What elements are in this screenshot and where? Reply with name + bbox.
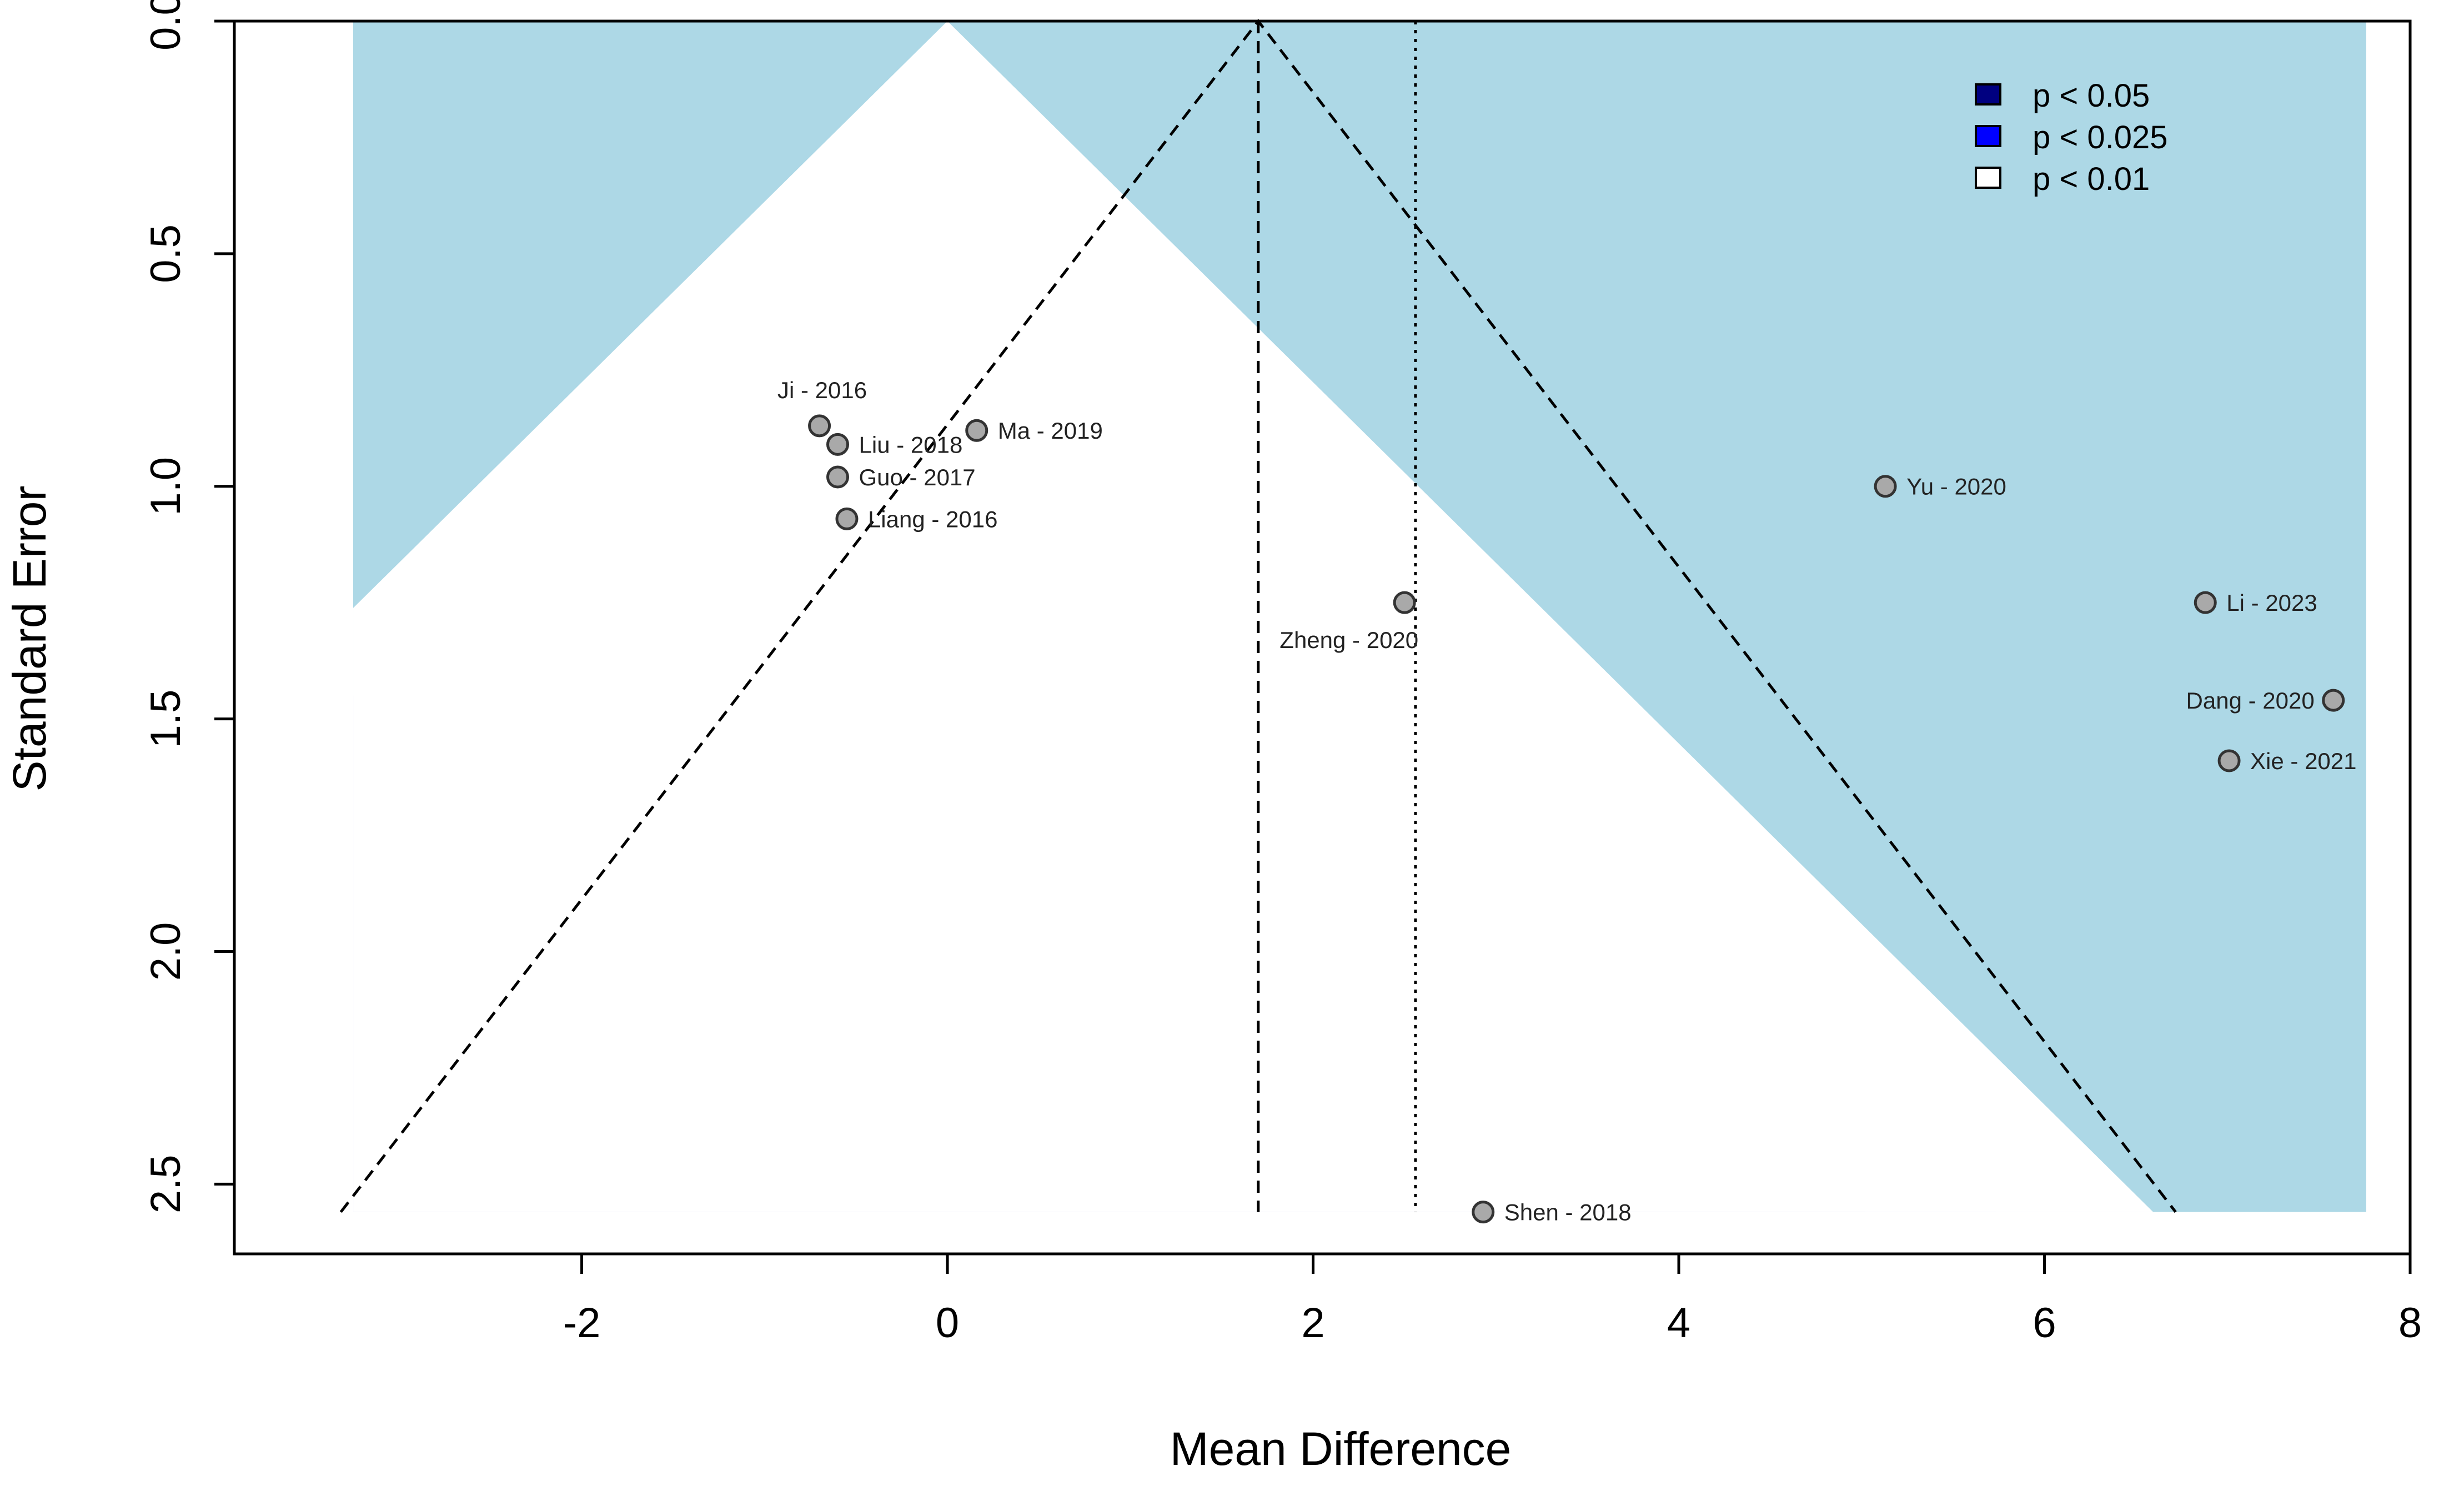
study-point-shen-2018: [1472, 1201, 1495, 1224]
y-tick-label: 2.0: [142, 922, 189, 981]
study-label: Ma - 2019: [998, 418, 1103, 444]
study-label: Guo - 2017: [859, 464, 976, 490]
legend-swatch: [1975, 83, 2001, 106]
y-tick-label: 1.5: [142, 690, 189, 749]
x-tick-label: 2: [1301, 1299, 1324, 1347]
x-axis-title: Mean Difference: [1170, 1423, 1512, 1475]
x-tick-label: 6: [2033, 1299, 2056, 1347]
x-tick-label: 8: [2398, 1299, 2422, 1347]
x-tick-label: 4: [1667, 1299, 1690, 1347]
study-label: Ji - 2016: [777, 377, 867, 403]
study-point-yu-2020: [1874, 475, 1897, 498]
legend-label: p < 0.05: [2033, 78, 2150, 114]
x-tick-label: 0: [936, 1299, 959, 1347]
study-label: Liang - 2016: [868, 506, 998, 532]
y-axis: 0.0 0.5 1.0 1.5 2.0 2.5: [142, 0, 236, 1214]
study-point-li-2023: [2194, 591, 2217, 614]
legend: p < 0.05 p < 0.025 p < 0.01: [1975, 78, 2168, 197]
study-label: Xie - 2021: [2250, 748, 2356, 774]
legend-swatch: [1975, 125, 2001, 147]
study-point-dang-2020: [2322, 689, 2345, 712]
study-label: Shen - 2018: [1504, 1199, 1632, 1226]
y-tick-label: 0.0: [142, 0, 189, 51]
points-layer: [808, 414, 2345, 1224]
legend-label: p < 0.025: [2033, 119, 2168, 155]
y-tick-label: 1.0: [142, 457, 189, 516]
study-point-ma-2019: [965, 419, 988, 442]
study-point-zheng-2020: [1393, 591, 1416, 614]
x-axis: -2 0 2 4 6 8: [563, 1252, 2422, 1347]
study-label: Li - 2023: [2226, 590, 2317, 616]
study-point-ji-2016: [808, 414, 831, 438]
study-label: Zheng - 2020: [1279, 627, 1418, 653]
contour-band-p01: [353, 21, 2154, 1212]
plot-region: [353, 21, 2366, 1212]
study-point-liang-2016: [835, 507, 859, 530]
study-point-xie-2021: [2217, 749, 2241, 772]
x-tick-label: -2: [563, 1299, 601, 1347]
study-point-guo-2017: [826, 465, 850, 489]
study-label: Yu - 2020: [1906, 474, 2006, 500]
y-tick-label: 0.5: [142, 224, 189, 283]
y-axis-title: Standard Error: [3, 486, 56, 792]
study-point-liu-2018: [826, 433, 850, 456]
study-label: Dang - 2020: [2186, 687, 2315, 714]
y-tick-label: 2.5: [142, 1155, 189, 1214]
study-label: Liu - 2018: [859, 431, 963, 458]
legend-label: p < 0.01: [2033, 161, 2150, 197]
legend-swatch: [1975, 167, 2001, 189]
study-labels-layer: Ji - 2016 Liu - 2018 Ma - 2019 Guo - 2017 Li…: [777, 377, 2356, 1226]
